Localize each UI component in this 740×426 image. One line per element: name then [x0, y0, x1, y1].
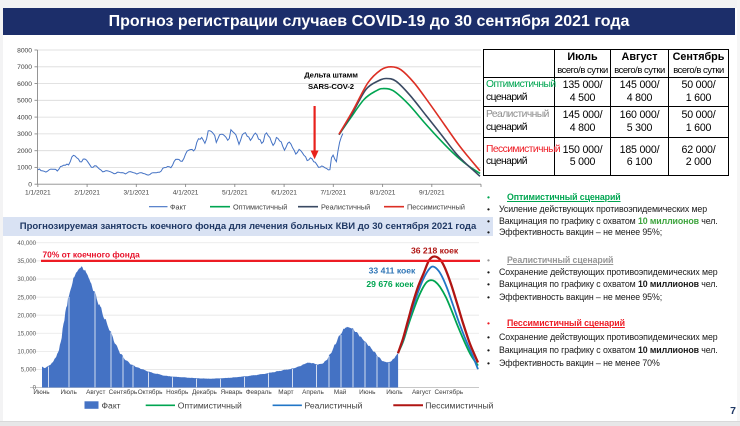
- svg-text:Оптимистичный: Оптимистичный: [233, 202, 287, 211]
- svg-text:2/1/2021: 2/1/2021: [74, 190, 100, 197]
- svg-text:Август: Август: [86, 389, 105, 396]
- svg-text:Реалистичный: Реалистичный: [305, 400, 363, 410]
- svg-text:25,000: 25,000: [17, 294, 36, 301]
- svg-text:Оптимистичный: Оптимистичный: [178, 400, 242, 410]
- svg-text:Май: Май: [334, 388, 347, 396]
- svg-text:Август: Август: [412, 389, 431, 396]
- svg-text:Дельта штамм: Дельта штамм: [304, 71, 358, 80]
- svg-text:0: 0: [28, 182, 32, 189]
- svg-text:8/1/2021: 8/1/2021: [370, 190, 396, 197]
- svg-text:0: 0: [33, 385, 37, 392]
- svg-text:6/1/2021: 6/1/2021: [271, 190, 297, 197]
- svg-text:30,000: 30,000: [17, 276, 36, 283]
- svg-text:5/1/2021: 5/1/2021: [222, 190, 248, 197]
- svg-text:8000: 8000: [17, 47, 32, 54]
- svg-text:15,000: 15,000: [17, 330, 36, 337]
- svg-text:1/1/2021: 1/1/2021: [25, 190, 51, 197]
- svg-text:Реалистичный: Реалистичный: [321, 202, 370, 211]
- svg-text:3000: 3000: [17, 131, 32, 138]
- svg-text:1000: 1000: [17, 165, 32, 172]
- svg-text:36 218 коек: 36 218 коек: [411, 245, 459, 255]
- svg-text:SARS-COV-2: SARS-COV-2: [308, 82, 354, 91]
- svg-text:20,000: 20,000: [17, 312, 36, 319]
- svg-text:Июнь: Июнь: [33, 389, 50, 396]
- svg-text:Июль: Июль: [61, 389, 78, 396]
- svg-text:5,000: 5,000: [21, 367, 37, 374]
- svg-text:Февраль: Февраль: [246, 389, 273, 396]
- svg-text:Факт: Факт: [170, 202, 187, 211]
- svg-text:9/1/2021: 9/1/2021: [419, 190, 445, 197]
- svg-text:2000: 2000: [17, 148, 32, 155]
- svg-text:Сентябрь: Сентябрь: [109, 388, 138, 396]
- svg-text:Пессимистичный: Пессимистичный: [407, 202, 465, 211]
- svg-text:33 411 коек: 33 411 коек: [369, 265, 416, 275]
- svg-text:4/1/2021: 4/1/2021: [173, 190, 199, 197]
- svg-text:40,000: 40,000: [17, 240, 36, 247]
- svg-text:5000: 5000: [17, 98, 32, 105]
- svg-text:Пессимистичный: Пессимистичный: [425, 400, 493, 410]
- svg-text:6000: 6000: [17, 81, 32, 88]
- svg-text:Факт: Факт: [102, 400, 121, 410]
- svg-text:7000: 7000: [17, 64, 32, 71]
- svg-text:10,000: 10,000: [17, 349, 36, 356]
- svg-text:Декабрь: Декабрь: [192, 388, 218, 396]
- svg-text:Июнь: Июнь: [359, 389, 376, 396]
- svg-text:70% от коечного фонда: 70% от коечного фонда: [43, 250, 141, 260]
- svg-text:29 676 коек: 29 676 коек: [366, 279, 414, 289]
- svg-text:Апрель: Апрель: [302, 389, 324, 396]
- svg-text:4000: 4000: [17, 114, 32, 121]
- svg-text:Январь: Январь: [221, 389, 244, 396]
- svg-text:35,000: 35,000: [17, 258, 36, 265]
- svg-text:Март: Март: [278, 389, 293, 396]
- svg-text:3/1/2021: 3/1/2021: [123, 190, 149, 197]
- svg-text:Сентябрь: Сентябрь: [434, 388, 463, 396]
- svg-text:Июль: Июль: [386, 389, 403, 396]
- svg-text:Октябрь: Октябрь: [138, 388, 163, 396]
- svg-text:7/1/2021: 7/1/2021: [320, 190, 346, 197]
- svg-text:Ноябрь: Ноябрь: [166, 388, 189, 396]
